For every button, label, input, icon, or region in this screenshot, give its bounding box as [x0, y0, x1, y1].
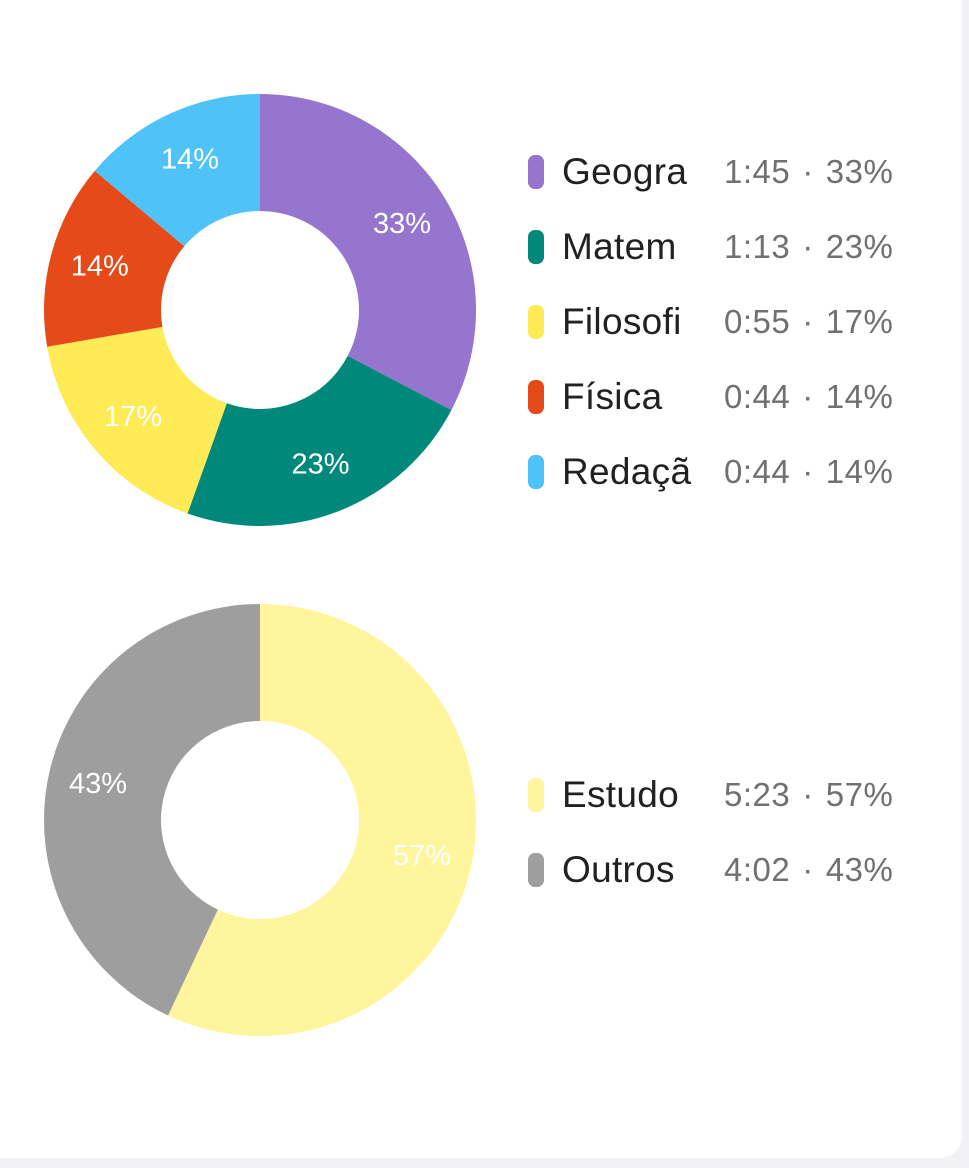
legend-separator: · [802, 152, 814, 190]
legend-percent: 14% [825, 377, 894, 415]
legend-percent: 33% [825, 152, 894, 190]
slice-label-matem: 23% [292, 449, 350, 481]
legend-time: 1:13 [724, 227, 791, 265]
legend-swatch [528, 454, 544, 489]
legend-label: Estudo [562, 773, 679, 815]
legend-time: 0:44 [724, 452, 791, 490]
legend-value: 1:13 · 23% [724, 228, 893, 266]
legend-time: 0:55 [724, 302, 791, 340]
legend-label: Geogra [562, 150, 688, 192]
slice-label-fisica: 14% [71, 251, 129, 283]
legend-separator: · [802, 377, 814, 415]
legend-label: Filosofi [562, 300, 682, 342]
slice-label-outros: 43% [69, 768, 127, 800]
legend-value: 4:02 · 43% [724, 851, 893, 889]
slice-label-geogra: 33% [373, 208, 431, 240]
legend-time: 0:44 [724, 377, 791, 415]
slice-matem[interactable] [187, 355, 452, 526]
legend-label: Matem [562, 225, 677, 267]
legend-value: 5:23 · 57% [724, 776, 893, 814]
legend-item-fisica[interactable]: Física 0:44 · 14% [528, 359, 928, 434]
legend-value: 0:44 · 14% [724, 378, 893, 416]
legend-value: 0:55 · 17% [724, 303, 893, 341]
legend-label: Redaçã [562, 450, 692, 492]
legend-label: Física [562, 375, 663, 417]
legend-swatch [528, 379, 544, 414]
study-vs-other-donut: 57% 43% [43, 604, 476, 1036]
slice-label-redaca: 14% [161, 143, 219, 175]
slice-label-filosofi: 17% [104, 401, 162, 433]
legend-swatch [528, 154, 544, 189]
legend-swatch [528, 777, 544, 812]
legend-separator: · [802, 227, 814, 265]
study-vs-other-legend: Estudo 5:23 · 57% Outros 4:02 · 43% [528, 757, 928, 907]
legend-item-filosofi[interactable]: Filosofi 0:55 · 17% [528, 284, 928, 359]
legend-time: 1:45 [724, 152, 791, 190]
slice-estudo[interactable] [168, 604, 476, 1036]
legend-separator: · [802, 850, 814, 888]
subjects-legend: Geogra 1:45 · 33% Matem 1:13 · 23% Filosofi 0:55 ·… [528, 134, 928, 509]
legend-separator: · [802, 775, 814, 813]
legend-item-outros[interactable]: Outros 4:02 · 43% [528, 832, 928, 907]
legend-time: 4:02 [724, 850, 791, 888]
legend-separator: · [802, 452, 814, 490]
legend-percent: 17% [825, 302, 894, 340]
slice-fisica[interactable] [43, 170, 185, 347]
legend-swatch [528, 304, 544, 339]
legend-percent: 57% [825, 775, 894, 813]
legend-percent: 14% [825, 452, 894, 490]
slice-label-estudo: 57% [393, 840, 451, 872]
legend-percent: 23% [825, 227, 894, 265]
study-vs-other-donut-chart: 57% 43% Estudo 5:23 · 57% Outros 4:02 · 43% [0, 600, 962, 1040]
slice-geogra[interactable] [260, 94, 476, 411]
legend-swatch [528, 229, 544, 264]
legend-label: Outros [562, 848, 675, 890]
legend-item-redaca[interactable]: Redaçã 0:44 · 14% [528, 434, 928, 509]
slice-filosofi[interactable] [47, 326, 227, 514]
slice-outros[interactable] [43, 604, 261, 1016]
legend-item-estudo[interactable]: Estudo 5:23 · 57% [528, 757, 928, 832]
legend-item-geogra[interactable]: Geogra 1:45 · 33% [528, 134, 928, 209]
legend-percent: 43% [825, 850, 894, 888]
legend-time: 5:23 [724, 775, 791, 813]
legend-separator: · [802, 302, 814, 340]
slice-redaca[interactable] [94, 94, 261, 247]
legend-item-matem[interactable]: Matem 1:13 · 23% [528, 209, 928, 284]
legend-swatch [528, 852, 544, 887]
legend-value: 0:44 · 14% [724, 453, 893, 491]
legend-value: 1:45 · 33% [724, 153, 893, 191]
subjects-donut-chart: 33% 23% 17% 14% 14% Geogra 1:45 · 33% Matem 1:13 ·… [0, 90, 962, 530]
subjects-donut: 33% 23% 17% 14% 14% [43, 94, 476, 526]
